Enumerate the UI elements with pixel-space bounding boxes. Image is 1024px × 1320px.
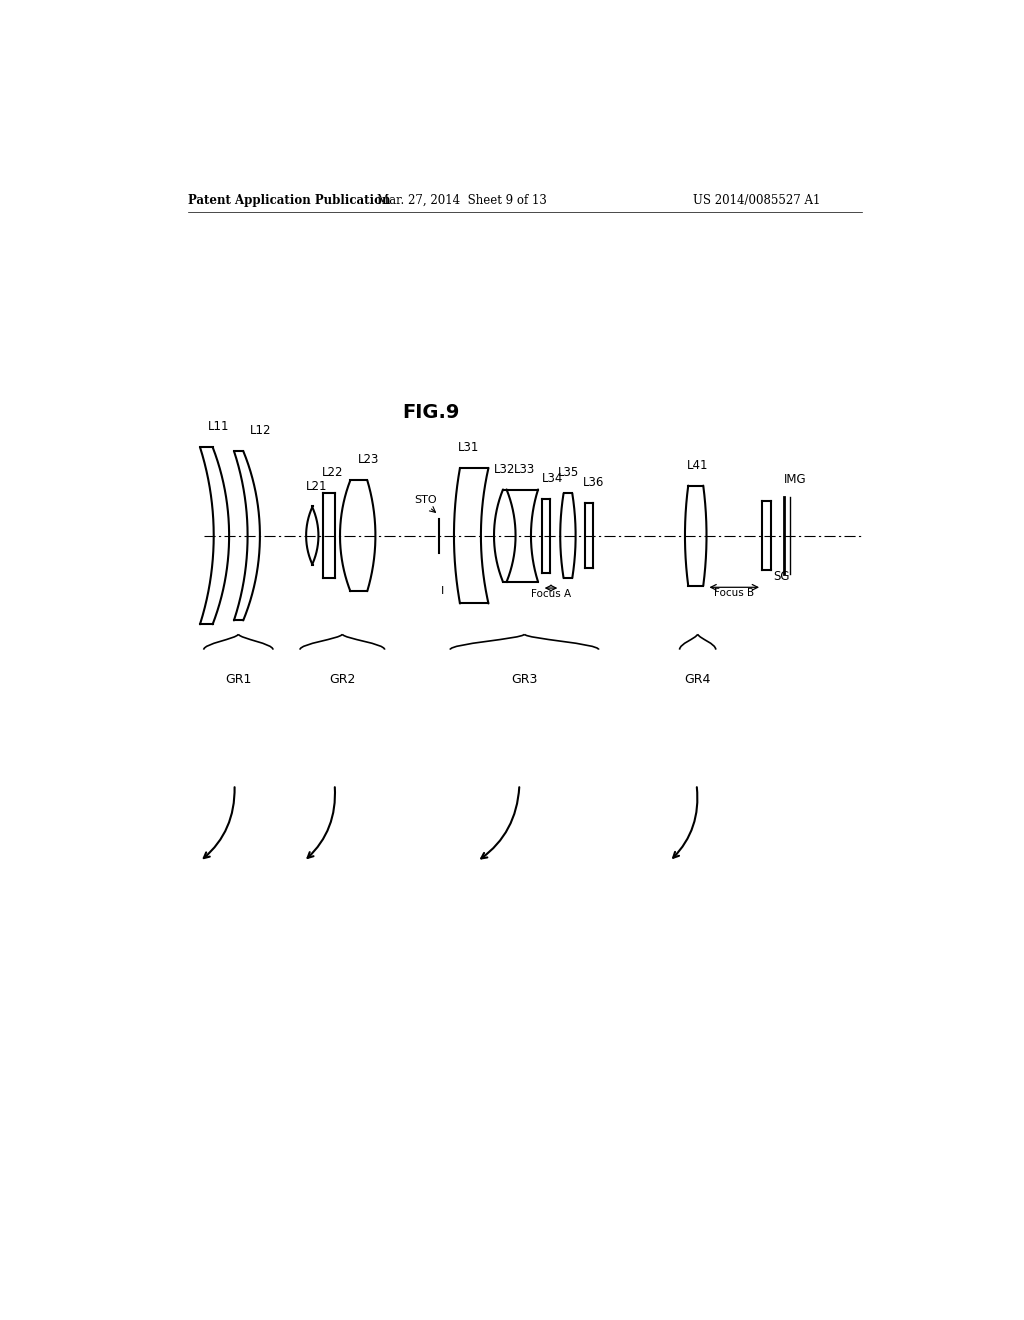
Text: FIG.9: FIG.9: [402, 403, 460, 422]
Text: GR1: GR1: [225, 673, 252, 686]
Text: GR4: GR4: [684, 673, 711, 686]
Text: L35: L35: [558, 466, 580, 479]
Text: STO: STO: [415, 495, 437, 506]
Text: L34: L34: [542, 471, 563, 484]
Text: IMG: IMG: [783, 473, 806, 486]
Text: L41: L41: [686, 459, 708, 471]
Text: L32: L32: [494, 462, 515, 475]
Text: Focus B: Focus B: [714, 589, 755, 598]
Text: L21: L21: [306, 479, 328, 492]
Text: L33: L33: [514, 462, 536, 475]
Text: L31: L31: [458, 441, 479, 454]
Text: L11: L11: [208, 420, 229, 433]
Text: GR2: GR2: [329, 673, 355, 686]
Text: GR3: GR3: [511, 673, 538, 686]
Text: US 2014/0085527 A1: US 2014/0085527 A1: [692, 194, 820, 207]
Text: SG: SG: [773, 570, 790, 583]
Text: L22: L22: [322, 466, 343, 479]
Text: Patent Application Publication: Patent Application Publication: [188, 194, 391, 207]
Text: Mar. 27, 2014  Sheet 9 of 13: Mar. 27, 2014 Sheet 9 of 13: [377, 194, 547, 207]
Text: L23: L23: [357, 453, 379, 466]
Text: I: I: [440, 586, 444, 597]
Text: Focus A: Focus A: [530, 589, 571, 599]
Text: L12: L12: [250, 424, 271, 437]
Text: L36: L36: [584, 477, 605, 490]
